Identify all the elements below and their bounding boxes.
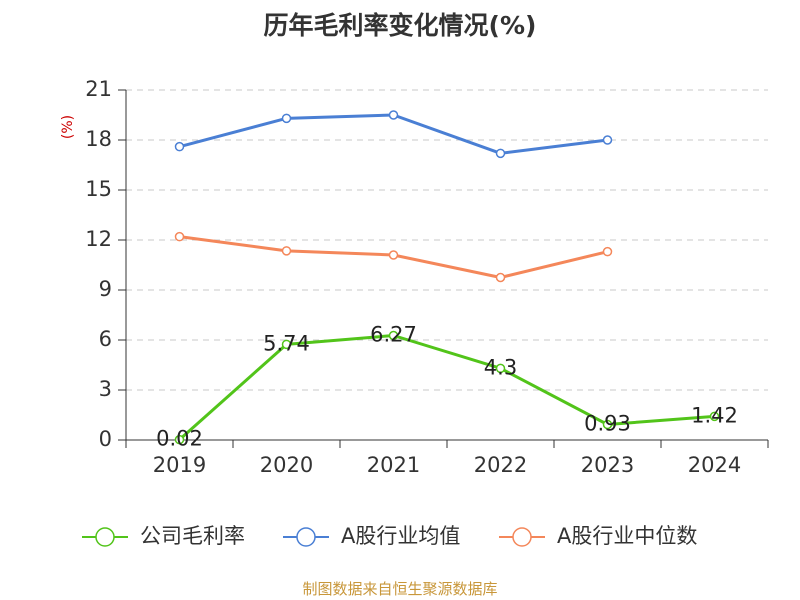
y-tick-label: 15 (85, 177, 112, 201)
x-tick-label: 2020 (260, 453, 313, 477)
y-tick-label: 9 (99, 277, 112, 301)
data-point (495, 148, 506, 159)
x-tick-label: 2024 (688, 453, 741, 477)
chart-title: 历年毛利率变化情况(%) (263, 11, 537, 40)
data-label: 1.42 (691, 403, 738, 427)
x-tick-label: 2019 (153, 453, 206, 477)
data-point (495, 363, 506, 374)
data-point (495, 272, 506, 283)
x-tick-label: 2022 (474, 453, 527, 477)
data-label: 4.3 (484, 355, 517, 379)
legend-label: A股行业中位数 (557, 524, 697, 548)
legend-marker (296, 527, 316, 547)
legend: 公司毛利率 A股行业均值 A股行业中位数 (82, 524, 697, 548)
legend-label: 公司毛利率 (140, 524, 245, 548)
y-tick-label: 12 (85, 227, 112, 251)
data-labels: 0.02 5.74 6.27 4.3 0.93 1.42 (156, 323, 738, 451)
data-point (709, 411, 720, 422)
x-tick-label: 2023 (581, 453, 634, 477)
series-line (178, 334, 715, 441)
data-point (281, 339, 292, 350)
data-label: 0.93 (584, 412, 631, 436)
x-tick-label: 2021 (367, 453, 420, 477)
data-point (174, 434, 185, 445)
legend-marker (95, 527, 115, 547)
legend-label: A股行业均值 (341, 524, 460, 548)
data-point (602, 246, 613, 257)
data-point (174, 141, 185, 152)
data-point (281, 246, 292, 256)
data-label: 5.74 (263, 331, 310, 355)
y-tick-label: 3 (99, 377, 112, 401)
axes: 0 3 6 9 12 15 18 21 2019 2020 2021 2022 2023 2024 (85, 77, 769, 477)
y-axis-label: (%) (60, 115, 76, 139)
series (174, 110, 720, 445)
data-point (388, 330, 399, 341)
data-point (388, 250, 399, 260)
data-label: 6.27 (370, 323, 417, 347)
y-tick-label: 0 (99, 427, 112, 451)
data-point (602, 419, 613, 430)
data-point (174, 231, 185, 242)
legend-marker (512, 527, 532, 547)
y-tick-label: 21 (85, 77, 112, 101)
y-tick-label: 6 (99, 327, 112, 351)
data-label: 0.02 (156, 427, 203, 451)
data-point (388, 110, 399, 120)
gridlines (126, 89, 768, 391)
source-note: 制图数据来自恒生聚源数据库 (302, 580, 498, 598)
data-point (602, 135, 613, 145)
data-point (281, 113, 292, 124)
y-tick-label: 18 (85, 127, 112, 151)
series-line (179, 113, 608, 155)
